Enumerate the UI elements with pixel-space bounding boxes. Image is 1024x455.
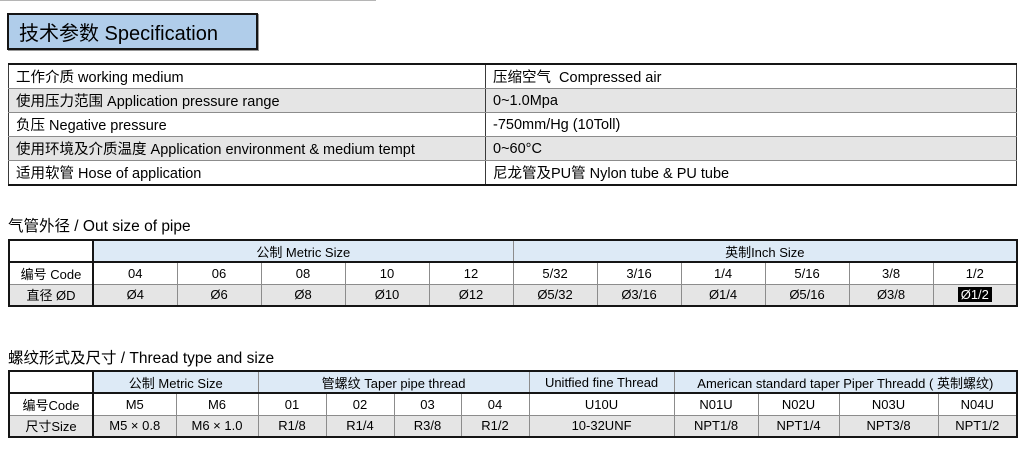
spec-value-cell: 0~1.0Mpa — [485, 88, 1017, 113]
thread-code-cell: 04 — [460, 392, 530, 416]
highlighted-value: Ø1/2 — [957, 287, 992, 303]
thread-code-cell: N02U — [757, 392, 840, 416]
pipe-code-cell: 08 — [260, 261, 346, 285]
pipe-section-title: 气管外径 / Out size of pipe — [8, 218, 191, 235]
spec-label-cell: 使用环境及介质温度 Application environment & medi… — [8, 136, 486, 161]
pipe-code-cell: 3/8 — [848, 261, 934, 285]
pipe-group-header: 英制Inch Size — [512, 239, 1018, 263]
decor-top-line — [0, 0, 376, 1]
thread-section-title: 螺纹形式及尺寸 / Thread type and size — [8, 350, 275, 367]
spec-row: 使用压力范围 Application pressure range 0~1.0Mp… — [8, 88, 1017, 113]
pipe-diameter-cell: Ø1/4 — [680, 283, 766, 307]
row-label-cell: 编号Code — [8, 392, 94, 416]
thread-size-cell: R1/2 — [460, 414, 530, 438]
spec-table: 工作介质 working medium 压缩空气 Compressed air 使用… — [8, 63, 1017, 186]
thread-size-cell: M6 × 1.0 — [175, 414, 259, 438]
pipe-code-cell: 5/16 — [764, 261, 850, 285]
thread-code-cell: N04U — [937, 392, 1018, 416]
spec-row: 工作介质 working medium 压缩空气 Compressed air — [8, 63, 1017, 89]
pipe-diameter-cell: Ø4 — [92, 283, 178, 307]
pipe-code-cell: 5/32 — [512, 261, 598, 285]
thread-size-cell: NPT1/4 — [757, 414, 840, 438]
thread-code-cell: N03U — [838, 392, 939, 416]
thread-code-cell: M6 — [175, 392, 259, 416]
page-title-box: 技术参数 Specification — [7, 13, 258, 50]
row-label-cell: 编号 Code — [8, 261, 94, 285]
pipe-diameter-cell: Ø12 — [428, 283, 514, 307]
pipe-size-table: 公制 Metric Size 英制Inch Size 编号 Code 04 06 08 1… — [8, 239, 1019, 307]
pipe-diameter-cell: Ø5/16 — [764, 283, 850, 307]
row-label-cell: 直径 ØD — [8, 283, 94, 307]
spec-label-cell: 适用软管 Hose of application — [8, 160, 486, 186]
thread-code-cell: U10U — [528, 392, 675, 416]
thread-size-cell: NPT1/2 — [937, 414, 1018, 438]
thread-corner-cell — [8, 370, 94, 394]
thread-table: 公制 Metric Size 管螺纹 Taper pipe thread Unitf… — [8, 370, 1019, 438]
pipe-code-cell: 06 — [176, 261, 262, 285]
page-title: 技术参数 Specification — [19, 23, 218, 45]
spec-label-cell: 使用压力范围 Application pressure range — [8, 88, 486, 113]
pipe-diameter-cell: Ø8 — [260, 283, 346, 307]
pipe-corner-cell — [8, 239, 94, 263]
thread-code-cell: 02 — [325, 392, 395, 416]
thread-size-cell: R1/8 — [257, 414, 327, 438]
pipe-diameter-cell: Ø5/32 — [512, 283, 598, 307]
pipe-diameter-cell: Ø6 — [176, 283, 262, 307]
spec-value-cell: 0~60°C — [485, 136, 1017, 161]
thread-group-header: American standard taper Piper Threadd ( … — [673, 370, 1018, 394]
pipe-code-cell: 12 — [428, 261, 514, 285]
pipe-diameter-row: 直径 ØD Ø4 Ø6 Ø8 Ø10 Ø12 Ø5/32 Ø3/16 Ø1/4 Ø5/16 Ø3/8… — [8, 283, 1018, 307]
thread-header-row: 公制 Metric Size 管螺纹 Taper pipe thread Unitf… — [8, 370, 1018, 394]
pipe-diameter-cell: Ø1/2 — [932, 283, 1018, 307]
thread-size-cell: R1/4 — [325, 414, 395, 438]
pipe-diameter-cell: Ø3/16 — [596, 283, 682, 307]
thread-size-cell: M5 × 0.8 — [92, 414, 177, 438]
thread-size-cell: 10-32UNF — [528, 414, 675, 438]
pipe-code-cell: 3/16 — [596, 261, 682, 285]
pipe-code-cell: 1/4 — [680, 261, 766, 285]
spec-row: 适用软管 Hose of application 尼龙管及PU管 Nylon tu… — [8, 160, 1017, 186]
thread-code-cell: 03 — [393, 392, 462, 416]
pipe-header-row: 公制 Metric Size 英制Inch Size — [8, 239, 1018, 263]
thread-size-cell: R3/8 — [393, 414, 462, 438]
thread-code-cell: M5 — [92, 392, 177, 416]
spec-row: 负压 Negative pressure -750mm/Hg (10Toll) — [8, 112, 1017, 137]
spec-label-cell: 负压 Negative pressure — [8, 112, 486, 137]
thread-size-cell: NPT1/8 — [673, 414, 759, 438]
thread-code-row: 编号Code M5 M6 01 02 03 04 U10U N01U N02U N03U N04U — [8, 392, 1018, 416]
thread-code-cell: N01U — [673, 392, 759, 416]
row-label-cell: 尺寸Size — [8, 414, 94, 438]
thread-group-header: 管螺纹 Taper pipe thread — [257, 370, 530, 394]
spec-label-cell: 工作介质 working medium — [8, 63, 486, 89]
pipe-group-header: 公制 Metric Size — [92, 239, 514, 263]
thread-size-row: 尺寸Size M5 × 0.8 M6 × 1.0 R1/8 R1/4 R3/8 R1/2 10… — [8, 414, 1018, 438]
pipe-diameter-cell: Ø10 — [344, 283, 430, 307]
pipe-code-cell: 1/2 — [932, 261, 1018, 285]
spec-value-cell: 压缩空气 Compressed air — [485, 63, 1017, 89]
thread-size-cell: NPT3/8 — [838, 414, 939, 438]
thread-group-header: 公制 Metric Size — [92, 370, 259, 394]
spec-row: 使用环境及介质温度 Application environment & medi… — [8, 136, 1017, 161]
thread-code-cell: 01 — [257, 392, 327, 416]
pipe-diameter-cell: Ø3/8 — [848, 283, 934, 307]
pipe-code-cell: 04 — [92, 261, 178, 285]
pipe-code-row: 编号 Code 04 06 08 10 12 5/32 3/16 1/4 5/16 3/8 1/2 — [8, 261, 1018, 285]
spec-value-cell: 尼龙管及PU管 Nylon tube & PU tube — [485, 160, 1017, 186]
thread-group-header: Unitfied fine Thread — [528, 370, 675, 394]
spec-value-cell: -750mm/Hg (10Toll) — [485, 112, 1017, 137]
pipe-code-cell: 10 — [344, 261, 430, 285]
